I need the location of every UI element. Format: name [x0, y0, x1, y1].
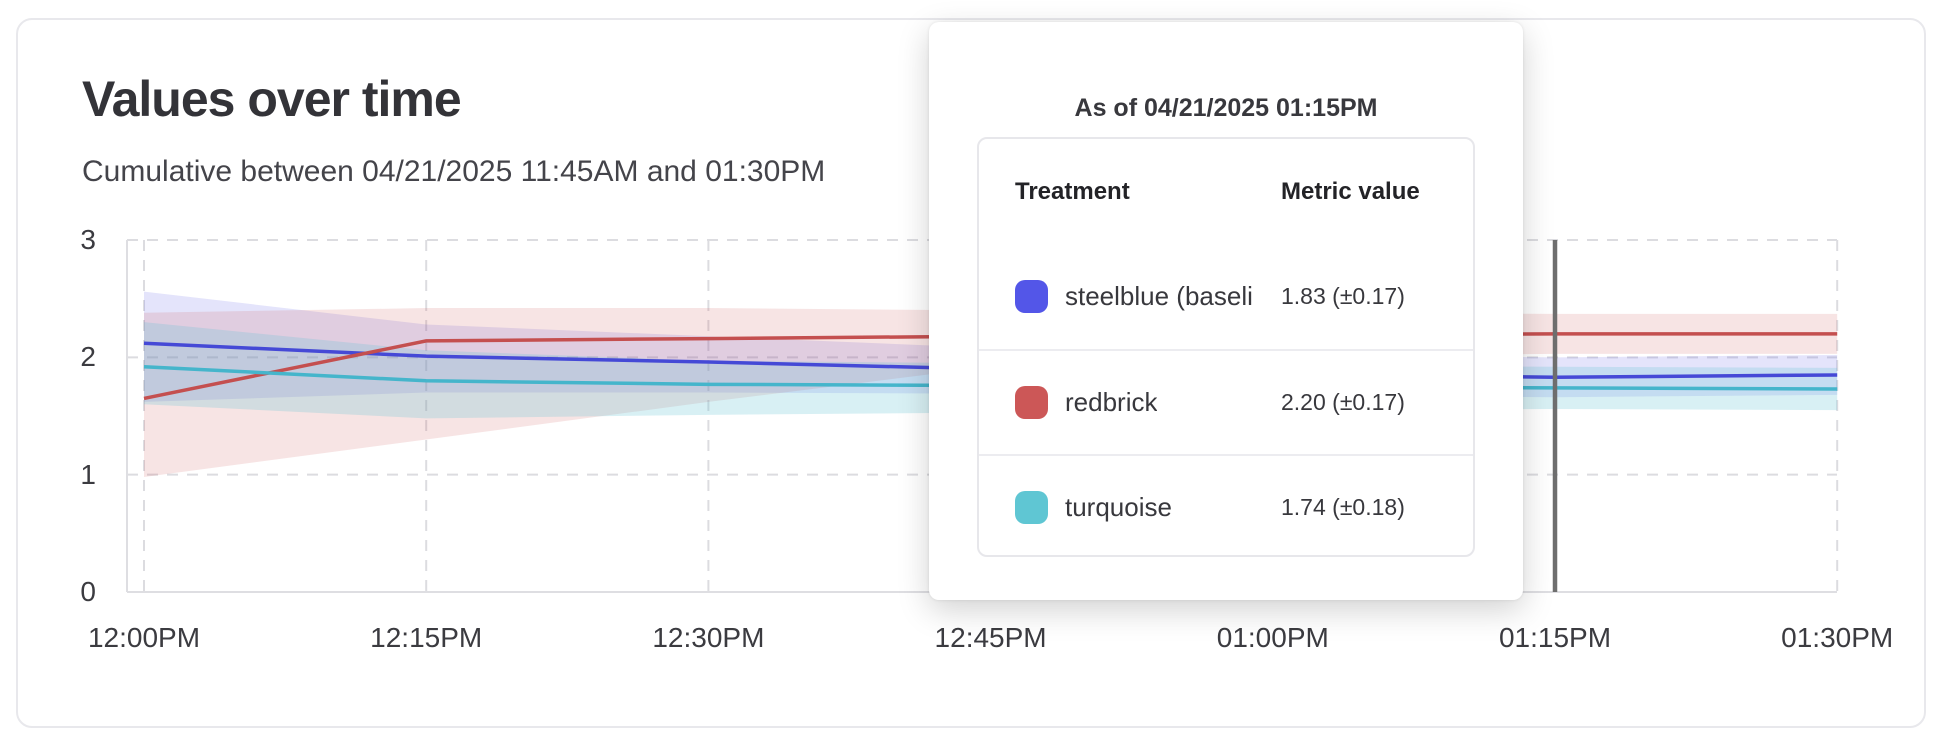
- series-label: turquoise: [1065, 492, 1172, 522]
- tooltip-rows: steelblue (baseli 1.83 (±0.17) redbrick …: [979, 244, 1473, 555]
- tooltip-treatment-cell: redbrick: [1015, 386, 1281, 419]
- tooltip-row: steelblue (baseli 1.83 (±0.17): [979, 244, 1473, 349]
- tooltip-row: redbrick 2.20 (±0.17): [979, 349, 1473, 454]
- series-label: redbrick: [1065, 387, 1158, 417]
- y-tick-label: 2: [80, 341, 96, 373]
- tooltip-column-treatment: Treatment: [1015, 177, 1130, 205]
- y-tick-label: 1: [80, 458, 96, 490]
- tooltip-table: Treatment Metric value steelblue (baseli…: [977, 137, 1475, 557]
- x-tick-label: 12:45PM: [934, 622, 1047, 653]
- tooltip-header-row: Treatment Metric value: [979, 139, 1473, 244]
- tooltip-row: turquoise 1.74 (±0.18): [979, 454, 1473, 555]
- y-tick-label: 3: [80, 224, 96, 255]
- series-color-swatch: [1015, 280, 1048, 313]
- series-color-swatch: [1015, 386, 1048, 419]
- x-tick-label: 01:30PM: [1781, 622, 1894, 653]
- y-tick-label: 0: [80, 576, 96, 607]
- tooltip-treatment-cell: turquoise: [1015, 491, 1281, 524]
- series-label: steelblue (baseli: [1065, 281, 1253, 311]
- tooltip-column-metric-value: Metric value: [1281, 177, 1420, 205]
- chart-subtitle: Cumulative between 04/21/2025 11:45AM an…: [82, 155, 826, 188]
- chart-title: Values over time: [82, 71, 462, 127]
- hover-tooltip: As of 04/21/2025 01:15PM Treatment Metri…: [929, 22, 1523, 600]
- series-metric-value: 2.20 (±0.17): [1281, 389, 1405, 415]
- x-tick-label: 12:30PM: [652, 622, 765, 653]
- x-tick-label: 12:15PM: [370, 622, 483, 653]
- tooltip-treatment-cell: steelblue (baseli: [1015, 280, 1281, 313]
- series-color-swatch: [1015, 491, 1048, 524]
- tooltip-title: As of 04/21/2025 01:15PM: [1074, 94, 1378, 122]
- x-tick-label: 12:00PM: [87, 622, 201, 653]
- x-tick-label: 01:15PM: [1498, 622, 1612, 653]
- series-metric-value: 1.74 (±0.18): [1281, 494, 1405, 520]
- series-metric-value: 1.83 (±0.17): [1281, 283, 1405, 309]
- x-tick-label: 01:00PM: [1216, 622, 1329, 653]
